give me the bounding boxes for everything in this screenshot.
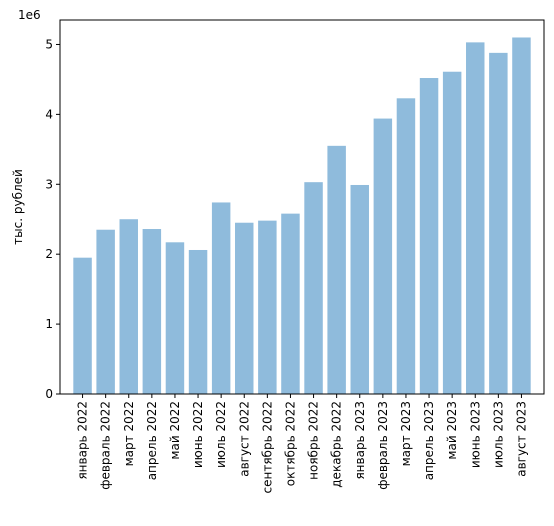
bar bbox=[73, 257, 92, 394]
bar bbox=[304, 182, 323, 394]
y-tick-label: 1 bbox=[45, 317, 53, 331]
x-tick-label: апрель 2022 bbox=[145, 401, 159, 480]
bar bbox=[165, 242, 185, 394]
bar bbox=[235, 222, 254, 394]
x-tick-label: март 2023 bbox=[399, 401, 413, 466]
x-tick-label: январь 2023 bbox=[353, 401, 367, 480]
bar bbox=[350, 184, 369, 394]
x-tick-label: ноябрь 2022 bbox=[307, 401, 321, 480]
bar bbox=[489, 52, 508, 395]
bar bbox=[119, 219, 138, 394]
x-tick-label: апрель 2023 bbox=[422, 401, 436, 480]
bars-layer bbox=[73, 37, 531, 395]
bar bbox=[512, 37, 531, 394]
bar bbox=[258, 220, 277, 394]
x-tick-label: июнь 2023 bbox=[468, 401, 482, 468]
x-tick-label: февраль 2022 bbox=[99, 401, 113, 490]
y-axis-label: тыс. рублей bbox=[11, 169, 25, 245]
x-tick-label: май 2022 bbox=[168, 401, 182, 460]
bar bbox=[281, 213, 300, 394]
x-tick-label: декабрь 2022 bbox=[330, 401, 344, 488]
bar bbox=[142, 229, 162, 394]
y-axis-offset-label: 1e6 bbox=[18, 8, 41, 22]
bar bbox=[96, 229, 115, 394]
x-tick-label: август 2022 bbox=[237, 401, 251, 477]
x-tick-label: январь 2022 bbox=[76, 401, 90, 480]
x-tick-label: сентябрь 2022 bbox=[260, 401, 274, 493]
bar bbox=[188, 249, 208, 394]
y-tick-label: 3 bbox=[45, 177, 53, 191]
y-tick-label: 4 bbox=[45, 107, 53, 121]
bar bbox=[396, 98, 416, 395]
x-tick-label: февраль 2023 bbox=[376, 401, 390, 490]
x-tick-label: июнь 2022 bbox=[191, 401, 205, 468]
bar bbox=[327, 145, 346, 394]
bar bbox=[419, 78, 439, 395]
x-tick-label: июль 2023 bbox=[491, 401, 505, 468]
x-tick-label: октябрь 2022 bbox=[283, 401, 297, 486]
x-tick-label: август 2023 bbox=[514, 401, 528, 477]
y-tick-label: 5 bbox=[45, 37, 53, 51]
y-tick-label: 0 bbox=[45, 387, 53, 401]
plot-frame bbox=[59, 19, 545, 395]
x-tick-label: май 2023 bbox=[445, 401, 459, 460]
bar bbox=[211, 202, 231, 394]
x-axis-ticks: январь 2022 февраль 2022 март 2022 апрель 2… bbox=[76, 394, 528, 493]
y-axis-ticks: 0 1 2 3 4 5 bbox=[45, 37, 60, 401]
x-tick-label: март 2022 bbox=[122, 401, 136, 466]
bar bbox=[466, 42, 485, 395]
x-tick-label: июль 2022 bbox=[214, 401, 228, 468]
y-tick-label: 2 bbox=[45, 247, 53, 261]
bar bbox=[373, 118, 393, 394]
bar bbox=[442, 71, 462, 394]
